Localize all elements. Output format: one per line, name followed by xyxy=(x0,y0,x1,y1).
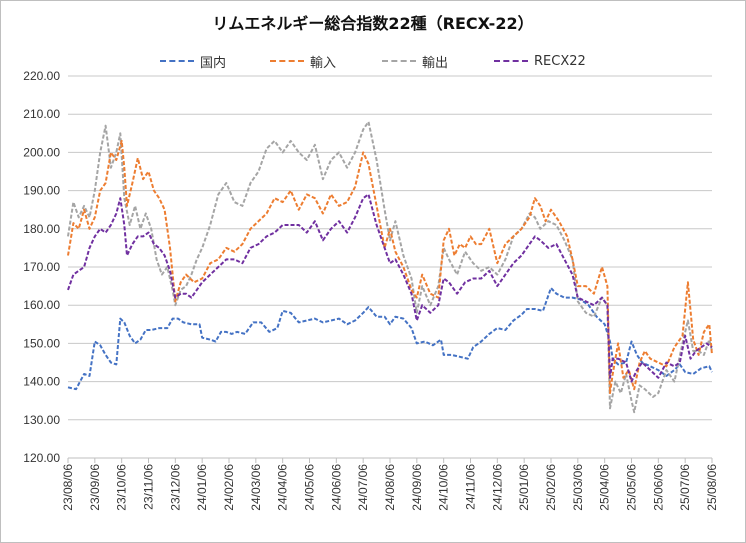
x-tick-label: 24/09/06 xyxy=(410,464,424,511)
y-tick-label: 140.00 xyxy=(23,375,60,389)
y-tick-label: 130.00 xyxy=(23,413,60,427)
y-tick-label: 170.00 xyxy=(23,260,60,274)
legend-swatch-export xyxy=(382,60,416,62)
y-tick-label: 180.00 xyxy=(23,222,60,236)
legend-label-domestic: 国内 xyxy=(200,55,227,71)
x-tick-label: 24/05/06 xyxy=(303,464,317,511)
y-tick-label: 190.00 xyxy=(23,184,60,198)
chart-legend: 国内 輸入 輸出 RECX22 xyxy=(0,51,746,71)
y-tick-label: 150.00 xyxy=(23,336,60,350)
x-tick-label: 24/03/06 xyxy=(249,464,263,511)
legend-swatch-import xyxy=(270,60,304,62)
legend-swatch-domestic xyxy=(160,60,194,62)
series-line-domestic xyxy=(67,287,713,391)
y-tick-label: 210.00 xyxy=(23,107,60,121)
legend-label-import: 輸入 xyxy=(310,55,337,71)
x-tick-label: 24/04/06 xyxy=(276,464,290,511)
series-line-import xyxy=(67,139,713,395)
legend-swatch-recx22 xyxy=(494,60,528,62)
chart-title: リムエネルギー総合指数22種（RECX-22） xyxy=(212,14,534,33)
x-tick-label: 23/10/06 xyxy=(115,464,129,511)
x-tick-label: 23/12/06 xyxy=(168,464,182,511)
legend-label-recx22: RECX22 xyxy=(534,53,586,69)
y-tick-label: 160.00 xyxy=(23,298,60,312)
y-tick-label: 220.00 xyxy=(23,69,60,83)
x-tick-label: 24/08/06 xyxy=(383,464,397,511)
x-tick-label: 24/07/06 xyxy=(356,464,370,511)
x-tick-label: 24/11/06 xyxy=(464,464,478,510)
x-tick-label: 24/02/06 xyxy=(222,464,236,511)
x-tick-label: 24/01/06 xyxy=(195,464,209,511)
legend-item-import: 輸入 xyxy=(270,51,336,71)
y-tick-label: 120.00 xyxy=(23,451,60,465)
y-tick-label: 200.00 xyxy=(23,145,60,159)
x-tick-label: 25/04/06 xyxy=(598,464,612,511)
legend-label-export: 輸出 xyxy=(422,55,449,71)
x-tick-label: 25/08/06 xyxy=(705,464,719,511)
legend-item-recx22: RECX22 xyxy=(494,51,586,71)
x-tick-label: 25/02/06 xyxy=(544,464,558,511)
x-tick-label: 25/06/06 xyxy=(651,464,665,511)
x-tick-label: 23/09/06 xyxy=(88,464,102,511)
x-tick-label: 25/01/06 xyxy=(517,464,531,511)
x-tick-label: 24/10/06 xyxy=(437,464,451,511)
x-tick-label: 25/07/06 xyxy=(678,464,692,511)
series-line-export xyxy=(67,120,713,414)
x-tick-label: 24/06/06 xyxy=(329,464,343,511)
x-tick-label: 24/12/06 xyxy=(490,464,504,511)
series-line-recx22 xyxy=(67,193,713,383)
legend-item-domestic: 国内 xyxy=(160,51,226,71)
x-tick-label: 25/05/06 xyxy=(625,464,639,511)
x-tick-label: 23/11/06 xyxy=(142,464,156,510)
legend-item-export: 輸出 xyxy=(382,51,448,71)
x-tick-label: 25/03/06 xyxy=(571,464,585,511)
x-tick-label: 23/08/06 xyxy=(61,464,75,511)
